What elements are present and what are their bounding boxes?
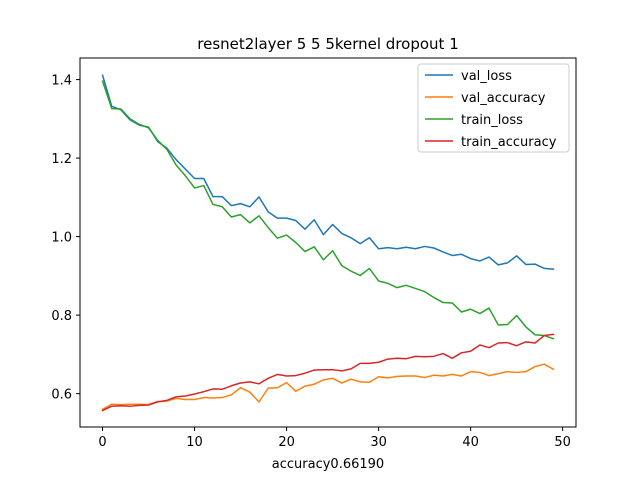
chart-title: resnet2layer 5 5 5kernel dropout 1 [197,35,459,53]
y-tick-label: 0.8 [51,309,72,324]
legend-label-train-loss: train_loss [461,113,523,128]
x-tick-label: 20 [278,435,295,450]
y-tick-label: 0.6 [51,388,72,403]
legend-label-val-loss: val_loss [461,69,512,84]
series-line-train-loss [101,80,555,340]
series-layer [101,74,555,412]
legend-box [417,63,570,153]
series-line-val-loss [101,74,555,271]
x-axis-label: accuracy0.66190 [272,457,384,472]
y-tick-label: 1.4 [51,74,72,89]
y-axis: 0.6 0.8 1.0 1.2 1.4 [51,74,80,403]
plot-frame [79,57,577,428]
legend-label-val-accuracy: val_accuracy [461,91,546,106]
series-line-val-accuracy [101,363,555,411]
y-tick-label: 1.2 [51,152,72,167]
x-tick-label: 40 [462,435,479,450]
x-tick-label: 30 [370,435,387,450]
x-tick-label: 50 [554,435,571,450]
y-tick-label: 1.0 [51,231,72,246]
x-tick-label: 10 [186,435,203,450]
x-tick-label: 0 [98,435,106,450]
legend-label-train-accuracy: train_accuracy [461,135,557,150]
series-line-train-accuracy [101,333,555,412]
legend: val_loss val_accuracy train_loss train_accu… [417,63,570,153]
x-axis: 0 10 20 30 40 50 [98,427,571,450]
